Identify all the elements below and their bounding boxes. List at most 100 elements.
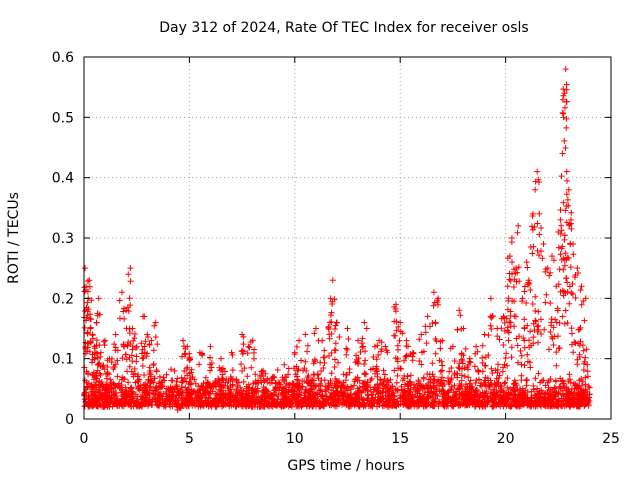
data-point [504,375,511,382]
data-point [407,391,414,398]
data-point [139,363,146,370]
data-point [104,363,111,370]
data-point [393,403,400,410]
data-point [331,325,338,332]
data-point [459,358,466,365]
data-point [190,388,197,395]
data-point [404,385,411,392]
data-point [327,377,334,384]
data-point [575,385,582,392]
data-point [106,389,113,396]
data-point [508,354,515,361]
data-point [562,145,569,152]
data-point [183,365,190,372]
data-point [437,368,444,375]
data-point [380,385,387,392]
data-point [442,392,449,399]
data-point [492,367,499,374]
data-point [511,323,518,330]
data-point [418,361,425,368]
data-point [111,341,118,348]
data-point [450,389,457,396]
data-point [447,345,454,352]
data-point [141,372,148,379]
data-point [391,303,398,310]
data-point [565,255,572,262]
data-point [439,362,446,369]
data-point [562,66,569,73]
data-point [457,312,464,319]
data-point [375,399,382,406]
data-point [521,362,528,369]
data-point [561,320,568,327]
data-point [460,396,467,403]
data-point [141,343,148,350]
data-point [461,373,468,380]
data-point [315,375,322,382]
data-point [182,351,189,358]
data-point [518,361,525,368]
data-point [571,339,578,346]
data-points [81,66,593,413]
data-point [303,367,310,374]
data-point [255,387,262,394]
data-point [321,347,328,354]
data-point [387,376,394,383]
data-point [502,379,509,386]
data-point [555,281,562,288]
data-point [196,387,203,394]
data-point [514,342,521,349]
data-point [515,222,522,229]
data-point [226,391,233,398]
data-point [472,380,479,387]
data-point [513,278,520,285]
data-point [412,392,419,399]
plot-frame [83,56,612,420]
data-point [285,371,292,378]
data-point [583,346,590,353]
data-point [562,250,569,257]
data-point [220,395,227,402]
data-point [576,403,583,410]
data-point [421,384,428,391]
data-point [552,377,559,384]
data-point [422,403,429,410]
data-point [586,394,593,401]
data-point [505,337,512,344]
data-point [365,392,372,399]
data-point [567,390,574,397]
data-point [304,348,311,355]
data-point [458,377,465,384]
data-point [326,352,333,359]
data-point [127,265,134,272]
data-point [508,239,515,246]
data-point [261,378,268,385]
data-point [495,361,502,368]
data-point [504,255,511,262]
data-point [135,371,142,378]
data-point [469,401,476,408]
data-point [547,375,554,382]
data-point [259,396,266,403]
data-point [542,266,549,273]
data-point [555,244,562,251]
x-tick-labels: 0 5 10 15 20 25 [80,431,620,447]
data-point [509,270,516,277]
data-point [99,389,106,396]
data-point [391,318,398,325]
data-point [560,380,567,387]
data-point [148,337,155,344]
data-point [296,382,303,389]
data-point [258,379,265,386]
data-point [353,352,360,359]
data-point [303,377,310,384]
data-point [134,378,141,385]
data-point [163,371,170,378]
data-point [563,191,570,198]
data-point [257,403,264,410]
data-point [456,307,463,314]
data-point [446,368,453,375]
data-point [435,403,442,410]
data-point [355,360,362,367]
data-point [526,280,533,287]
